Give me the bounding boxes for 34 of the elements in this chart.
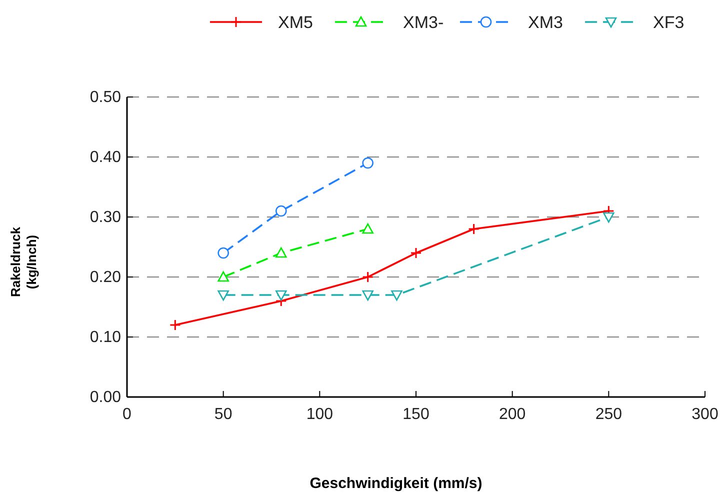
y-tick-label: 0.10 — [90, 329, 122, 346]
y-tick-label: 0.50 — [90, 89, 122, 106]
y-tick-label: 0.00 — [90, 389, 122, 406]
point — [362, 290, 374, 301]
point — [275, 247, 287, 258]
point — [275, 290, 287, 301]
point — [218, 247, 229, 259]
point — [468, 223, 480, 235]
point — [391, 290, 402, 301]
x-tick-label: 300 — [692, 406, 718, 423]
point — [603, 212, 614, 223]
y-tick-label: 0.40 — [90, 149, 122, 166]
legend-label: XM3 — [528, 13, 563, 32]
x-tick-label: 150 — [402, 406, 430, 423]
point — [218, 290, 229, 301]
y-tick-label: 0.30 — [90, 209, 122, 226]
y-tick-label: 0.20 — [90, 269, 122, 286]
x-axis-title: Geschwindigkeit (mm/s) — [310, 475, 482, 492]
point — [218, 271, 229, 282]
legend-label: XF3 — [653, 13, 684, 32]
x-tick-label: 250 — [595, 406, 622, 423]
legend-label: XM3- — [403, 13, 444, 32]
legend-label: XM5 — [278, 13, 313, 32]
point — [362, 271, 374, 283]
x-tick-label: 100 — [306, 406, 334, 423]
point — [362, 223, 374, 234]
point — [410, 247, 422, 259]
x-tick-label: 50 — [214, 406, 232, 423]
point — [275, 205, 287, 217]
point — [362, 157, 374, 169]
y-axis-title: Rakeldruck (kg/Inch) — [8, 226, 39, 298]
point — [169, 319, 181, 331]
x-tick-label: 0 — [122, 406, 132, 423]
x-tick-label: 200 — [498, 406, 526, 423]
